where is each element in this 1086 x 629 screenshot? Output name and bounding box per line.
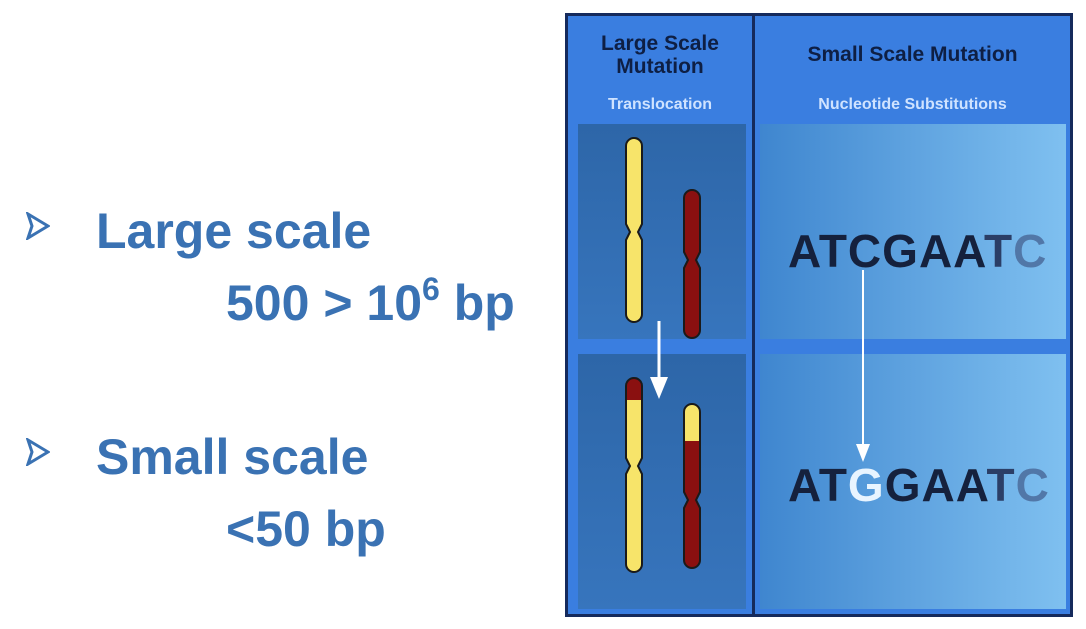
column-divider <box>752 16 755 614</box>
translocation-before-panel <box>578 124 746 339</box>
chromosomes-after <box>625 377 701 573</box>
left-title-line1: Large Scale <box>601 32 719 55</box>
sequence-before-panel: ATCGAATC <box>760 124 1066 339</box>
yellow-chromosome <box>625 137 643 323</box>
substitution-arrow-icon <box>856 270 870 462</box>
red-chromosome <box>683 189 701 339</box>
bullet-value-large: 500 > 106 bp <box>226 273 515 331</box>
left-column-title: Large Scale Mutation <box>568 32 752 78</box>
left-column-subtitle: Translocation <box>607 96 713 113</box>
bullet-title-large: Large scale <box>96 203 372 259</box>
sequence-after-panel: ATGGAATC <box>760 354 1066 609</box>
yellow-chromosome-translocated <box>626 378 642 572</box>
translocation-arrow-icon <box>650 321 668 399</box>
chromosomes-before <box>625 137 701 339</box>
dna-sequence-before: ATCGAATC <box>788 225 1048 277</box>
value-unit: bp <box>439 275 515 331</box>
value-exponent: 6 <box>422 271 440 307</box>
substituted-base: G <box>847 459 885 511</box>
red-chromosome-translocated <box>684 404 700 568</box>
translocation-after-panel <box>578 354 746 609</box>
right-column-subtitle: Nucleotide Substitutions <box>818 96 1007 113</box>
value-base: 500 > 10 <box>226 275 423 331</box>
arrowhead-bullet-icon <box>26 438 50 466</box>
left-title-line2: Mutation <box>616 55 704 78</box>
bullet-title-small: Small scale <box>96 429 369 485</box>
right-column-title: Small Scale Mutation <box>807 43 1018 66</box>
dna-sequence-after: ATGGAATC <box>788 459 1050 511</box>
arrowhead-bullet-icon <box>26 212 50 240</box>
bullet-value-small: <50 bp <box>226 501 386 557</box>
mutation-diagram: Large Scale Mutation Translocation Small… <box>565 13 1073 617</box>
